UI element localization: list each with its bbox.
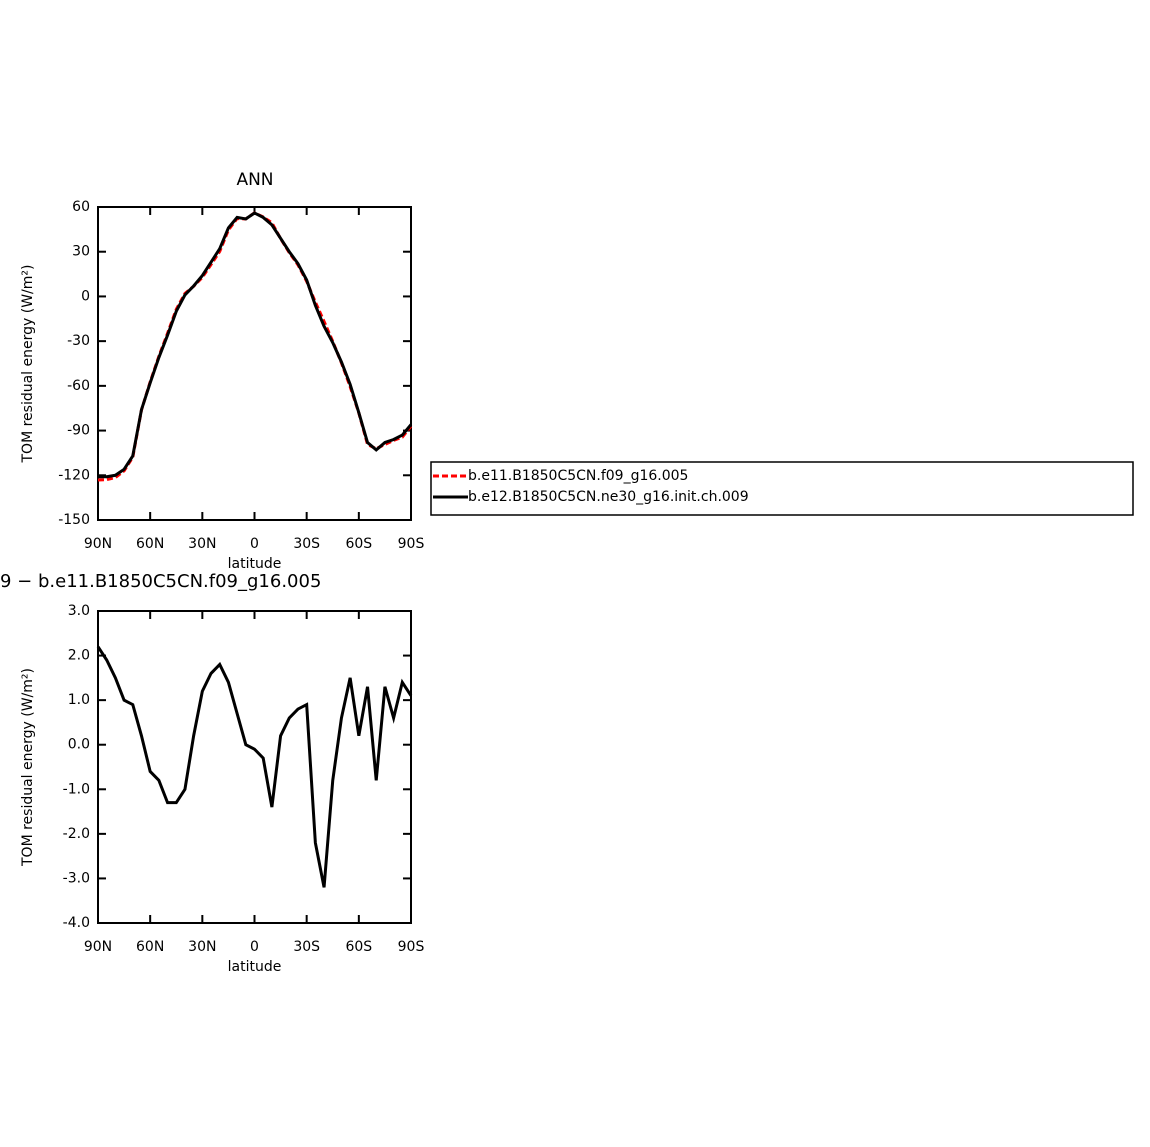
y-tick-label: -120 [58,467,90,483]
y-tick-label: -2.0 [63,826,90,842]
x-tick-label: 0 [250,536,259,552]
y-tick-label: -3.0 [63,870,90,886]
y-tick-label: -90 [67,423,90,439]
x-axis-label: latitude [228,959,282,975]
legend-box [430,461,1134,516]
y-axis-label: TOM residual energy (W/m²) [20,265,36,464]
y-tick-label: 60 [72,199,90,215]
x-tick-label: 90S [398,536,425,552]
y-tick-label: 2.0 [68,648,90,664]
x-tick-label: 0 [250,939,259,955]
x-axis-label: latitude [228,556,282,572]
x-tick-label: 60N [136,939,164,955]
plot-frame [97,610,412,924]
y-tick-label: 0 [81,288,90,304]
legend-label: b.e12.B1850C5CN.ne30_g16.init.ch.009 [468,489,749,505]
x-tick-label: 90N [84,939,112,955]
chart-title: 9 − b.e11.B1850C5CN.f09_g16.005 [0,571,321,592]
x-tick-label: 90N [84,536,112,552]
y-tick-label: -60 [67,378,90,394]
x-tick-label: 30N [188,939,216,955]
x-tick-label: 60S [345,536,372,552]
y-tick-label: -30 [67,333,90,349]
y-tick-label: 30 [72,244,90,260]
x-tick-label: 60S [345,939,372,955]
x-tick-label: 90S [398,939,425,955]
y-tick-label: -1.0 [63,781,90,797]
y-tick-label: 3.0 [68,603,90,619]
chart-title: ANN [236,170,273,190]
series-line [96,645,413,888]
x-tick-label: 60N [136,536,164,552]
y-tick-label: -4.0 [63,915,90,931]
y-tick-label: 0.0 [68,737,90,753]
legend-label: b.e11.B1850C5CN.f09_g16.005 [468,468,688,484]
x-tick-label: 30S [293,536,320,552]
y-tick-label: -150 [58,512,90,528]
plot-frame [97,206,412,521]
y-axis-label: TOM residual energy (W/m²) [20,668,36,867]
x-tick-label: 30S [293,939,320,955]
series-line [97,211,413,482]
x-tick-label: 30N [188,536,216,552]
series-line [98,211,413,479]
y-tick-label: 1.0 [68,692,90,708]
